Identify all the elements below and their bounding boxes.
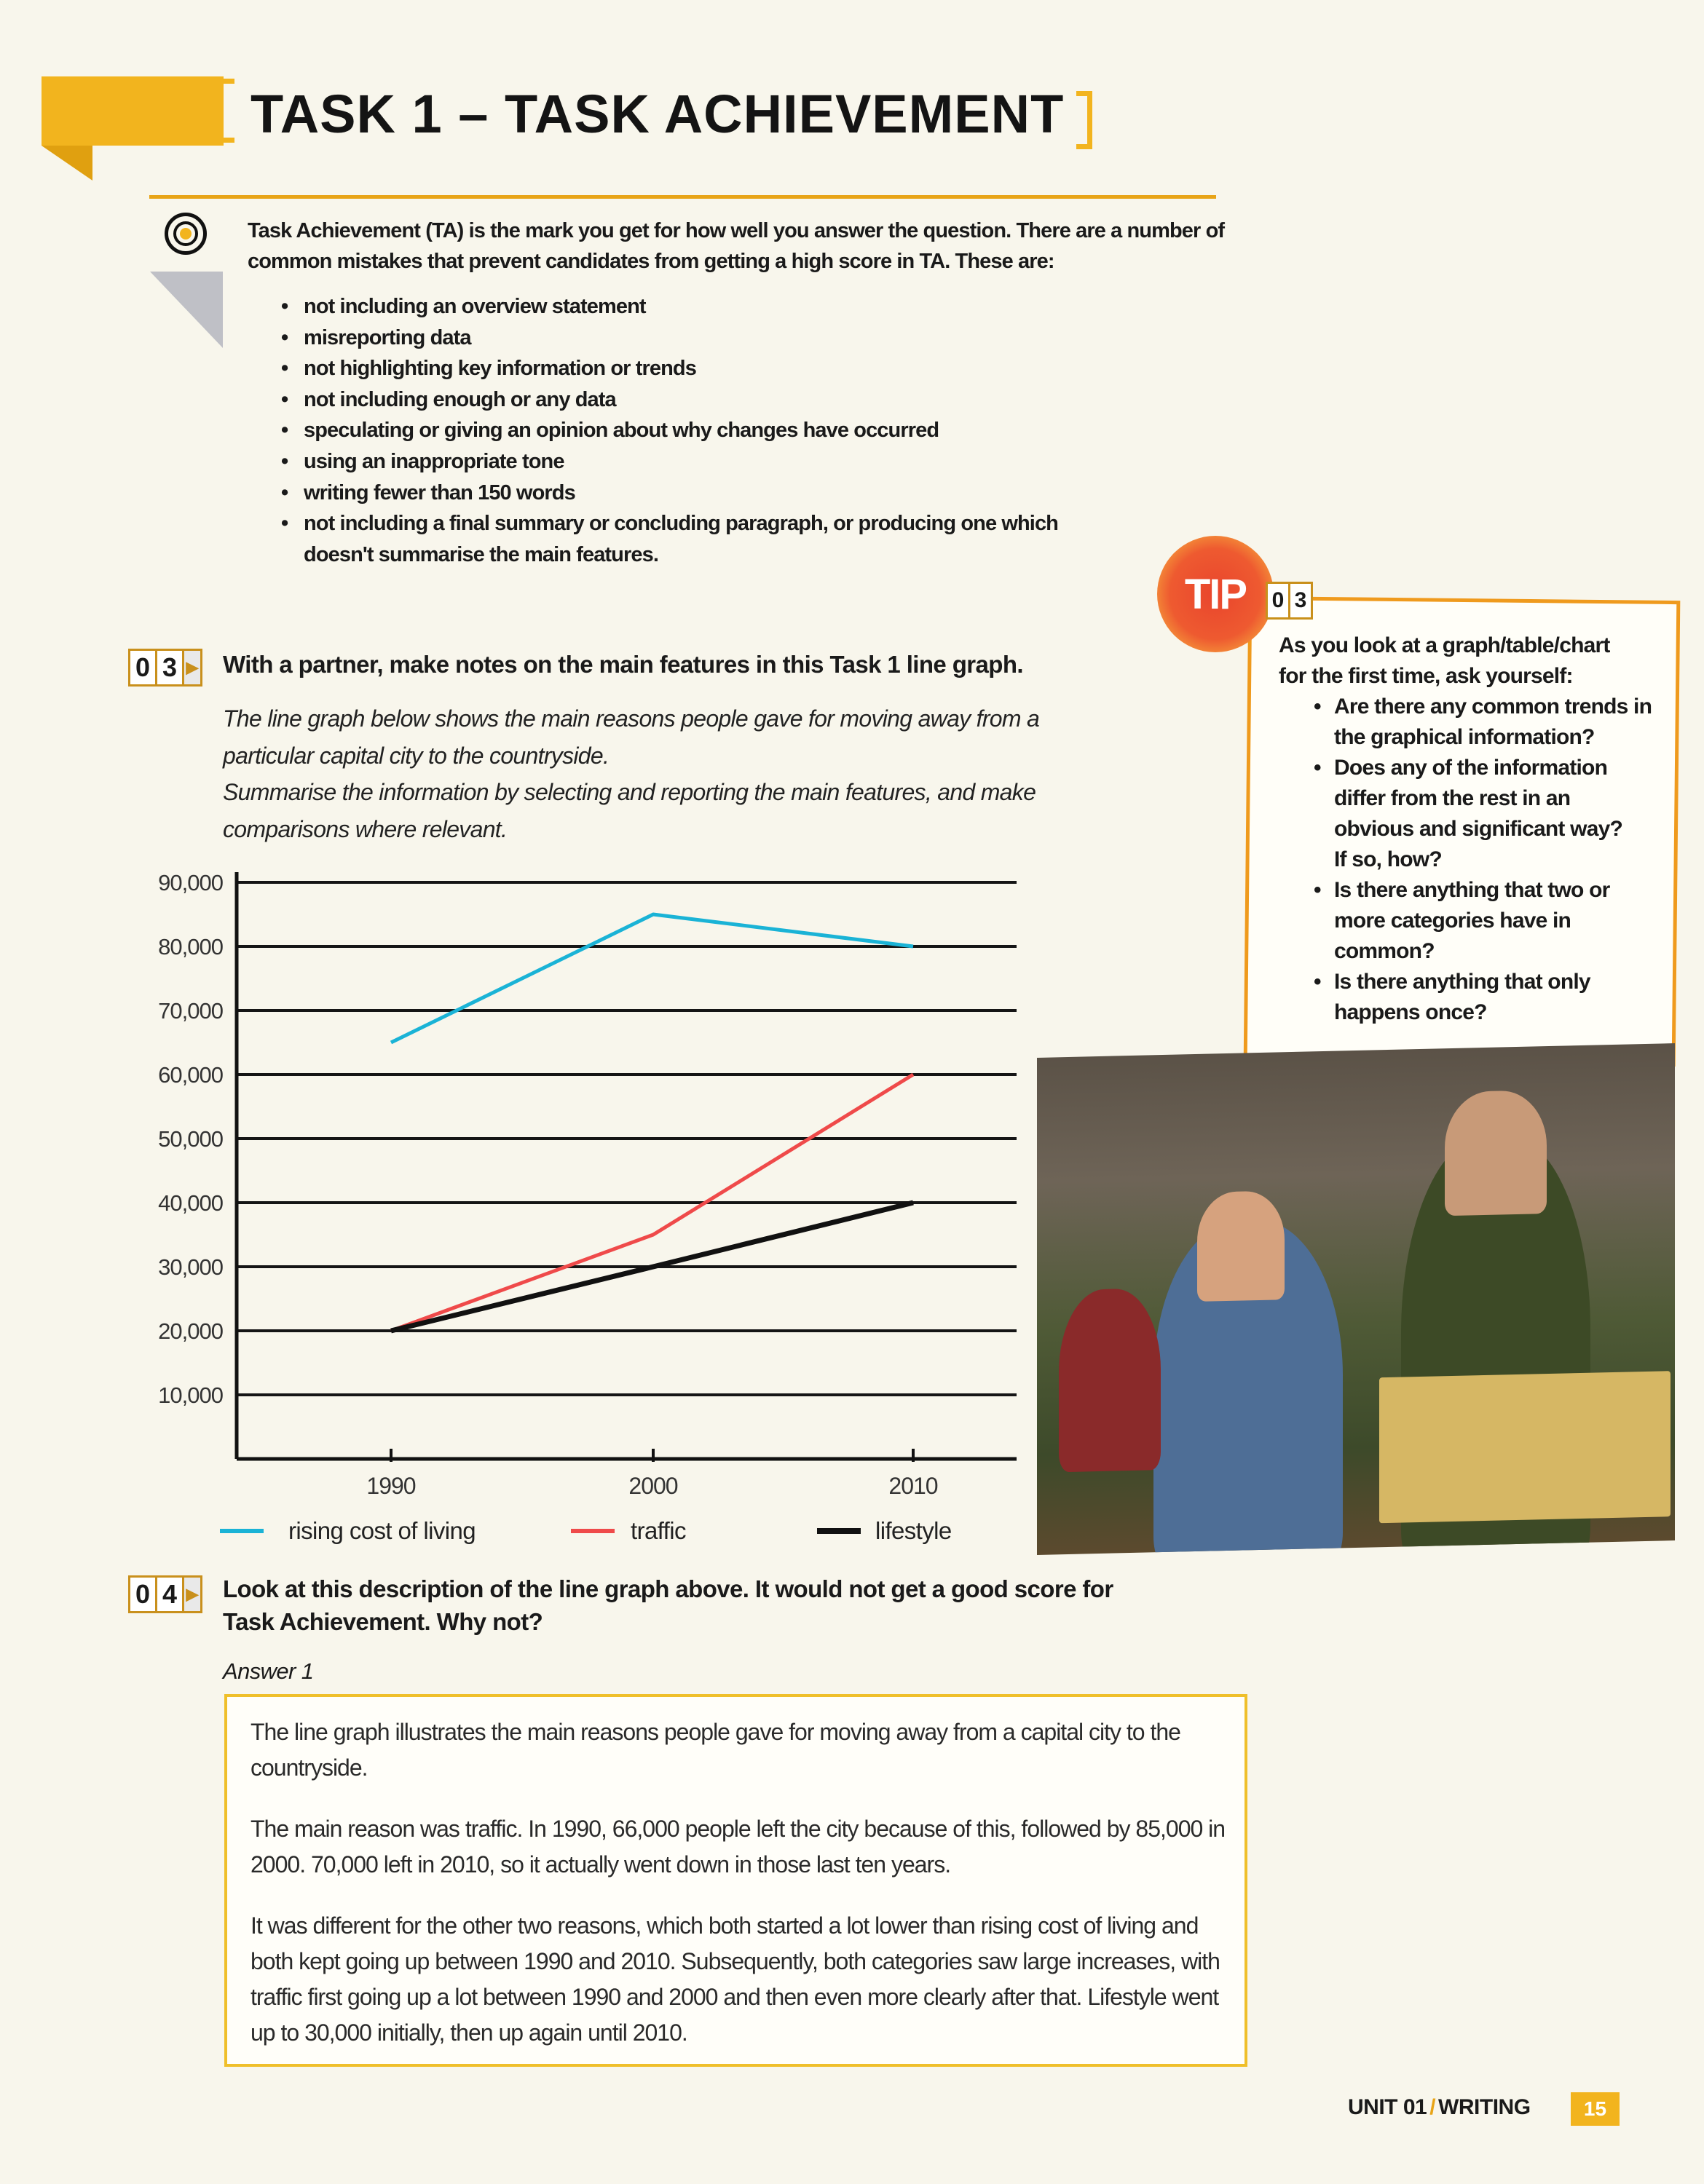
exercise-03-badge: 0 3 ▶ <box>128 649 202 687</box>
tip-content: As you look at a graph/table/chart for t… <box>1279 630 1672 1028</box>
photo-woman-head <box>1197 1190 1285 1302</box>
y-tick-label: 80,000 <box>158 934 224 960</box>
list-item: not including an overview statement <box>277 291 1151 323</box>
y-tick-label: 50,000 <box>158 1126 224 1152</box>
answer-paragraph: The main reason was traffic. In 1990, 66… <box>251 1816 1226 1878</box>
target-icon <box>165 213 207 255</box>
heading-line: Look at this description of the line gra… <box>223 1575 1113 1602</box>
exercise-03-heading: With a partner, make notes on the main f… <box>223 651 1024 678</box>
legend-item-traffic: traffic <box>571 1517 686 1545</box>
answer-label: Answer 1 <box>223 1658 314 1684</box>
section-label: WRITING <box>1438 2095 1531 2119</box>
mistakes-list: not including an overview statement misr… <box>277 291 1151 570</box>
banner-fold <box>42 146 92 181</box>
x-tick-label: 2010 <box>888 1473 937 1499</box>
tip-number-digit: 3 <box>1294 588 1307 612</box>
exercise-number-digit: 4 <box>157 1578 184 1611</box>
y-tick-label: 10,000 <box>158 1382 224 1408</box>
x-tick-label: 1990 <box>366 1473 415 1499</box>
arrow-icon: ▶ <box>184 1578 200 1611</box>
family-photo <box>1037 1043 1675 1555</box>
legend-item-rising-cost: rising cost of living <box>220 1517 476 1545</box>
tip-question: Is there anything that only happens once… <box>1293 967 1625 1028</box>
answer-paragraph: The line graph illustrates the main reas… <box>251 1719 1181 1781</box>
exercise-number-digit: 0 <box>130 1578 157 1611</box>
series-line-rising-cost-of-living <box>390 912 914 1045</box>
list-item: not including enough or any data <box>277 384 1151 416</box>
y-tick-label: 40,000 <box>158 1190 224 1216</box>
photo-crate <box>1379 1371 1671 1524</box>
tip-number: 0 3 <box>1266 582 1313 620</box>
x-tick-label: 2000 <box>628 1473 677 1499</box>
footer-unit: UNIT 01/WRITING <box>1348 2095 1531 2120</box>
arrow-icon: ▶ <box>184 651 200 684</box>
legend-item-lifestyle: lifestyle <box>817 1517 952 1545</box>
prompt-line: particular capital city to the countrysi… <box>223 742 610 769</box>
tip-label: TIP <box>1184 570 1247 618</box>
legend-label: traffic <box>631 1517 686 1544</box>
photo-man-head <box>1445 1090 1547 1216</box>
title-banner <box>42 76 224 146</box>
photo-baby <box>1059 1288 1161 1473</box>
legend-swatch <box>817 1528 861 1534</box>
answer-paragraph: It was different for the other two reaso… <box>251 1912 1220 2046</box>
list-item: misreporting data <box>277 323 1151 354</box>
list-item: speculating or giving an opinion about w… <box>277 415 1151 446</box>
footer-separator: / <box>1429 2095 1436 2119</box>
prompt-line: The line graph below shows the main reas… <box>223 705 1040 732</box>
title-bracket-right <box>1076 91 1092 149</box>
exercise-04-heading: Look at this description of the line gra… <box>223 1572 1113 1638</box>
line-chart: 10,000 20,000 30,000 40,000 50,000 60,000 70,0… <box>158 870 1017 1499</box>
y-tick-label: 20,000 <box>158 1318 224 1344</box>
task-prompt: The line graph below shows the main reas… <box>223 700 1040 847</box>
tip-number-digit: 0 <box>1268 584 1290 617</box>
legend-label: rising cost of living <box>288 1517 476 1544</box>
heading-line: Task Achievement. Why not? <box>223 1608 543 1635</box>
list-item: not including a final summary or conclud… <box>277 508 1105 570</box>
legend-swatch <box>571 1529 615 1533</box>
y-tick-label: 90,000 <box>158 870 224 895</box>
tip-question: Are there any common trends in the graph… <box>1293 692 1672 753</box>
tip-question: Does any of the information differ from … <box>1293 753 1640 875</box>
intro-paragraph: Task Achievement (TA) is the mark you ge… <box>248 219 1225 273</box>
legend-label: lifestyle <box>875 1517 952 1544</box>
prompt-line: comparisons where relevant. <box>223 815 508 842</box>
tip-intro: As you look at a graph/table/chart for t… <box>1279 633 1610 688</box>
page-title: TASK 1 – TASK ACHIEVEMENT <box>251 84 1065 144</box>
tip-badge: TIP <box>1157 536 1274 652</box>
answer-text: The line graph illustrates the main reas… <box>251 1714 1234 2076</box>
unit-label: UNIT 01 <box>1348 2095 1427 2119</box>
exercise-04-badge: 0 4 ▶ <box>128 1575 202 1613</box>
page-number: 15 <box>1571 2092 1620 2126</box>
tip-question: Is there anything that two or more categ… <box>1293 875 1625 967</box>
list-item: writing fewer than 150 words <box>277 478 1151 509</box>
answer-box <box>224 1694 1247 2067</box>
y-tick-label: 70,000 <box>158 998 224 1024</box>
prompt-line: Summarise the information by selecting a… <box>223 779 1036 805</box>
exercise-number-digit: 3 <box>157 651 184 684</box>
gray-triangle-decoration <box>150 272 223 348</box>
y-tick-label: 60,000 <box>158 1062 224 1088</box>
exercise-number-digit: 0 <box>130 651 157 684</box>
title-underline <box>149 195 1216 199</box>
legend-swatch <box>220 1529 264 1533</box>
list-item: not highlighting key information or tren… <box>277 353 1151 384</box>
title-bracket-left <box>218 79 234 143</box>
list-item: using an inappropriate tone <box>277 446 1151 478</box>
y-tick-label: 30,000 <box>158 1254 224 1280</box>
